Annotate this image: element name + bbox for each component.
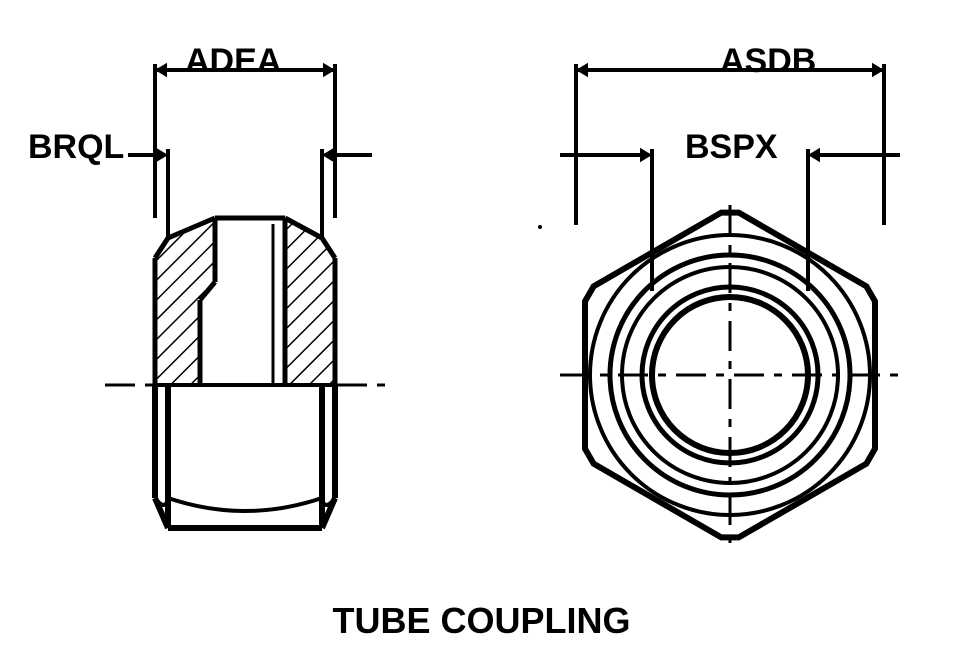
diagram-svg xyxy=(0,0,963,664)
label-brql: BRQL xyxy=(28,128,124,167)
label-asdb: ASDB xyxy=(720,42,816,81)
diagram-title: TUBE COUPLING xyxy=(0,600,963,642)
diagram-canvas: TUBE COUPLING ADEA BRQL ASDB BSPX xyxy=(0,0,963,664)
label-bspx: BSPX xyxy=(685,128,778,167)
label-adea: ADEA xyxy=(185,42,281,81)
